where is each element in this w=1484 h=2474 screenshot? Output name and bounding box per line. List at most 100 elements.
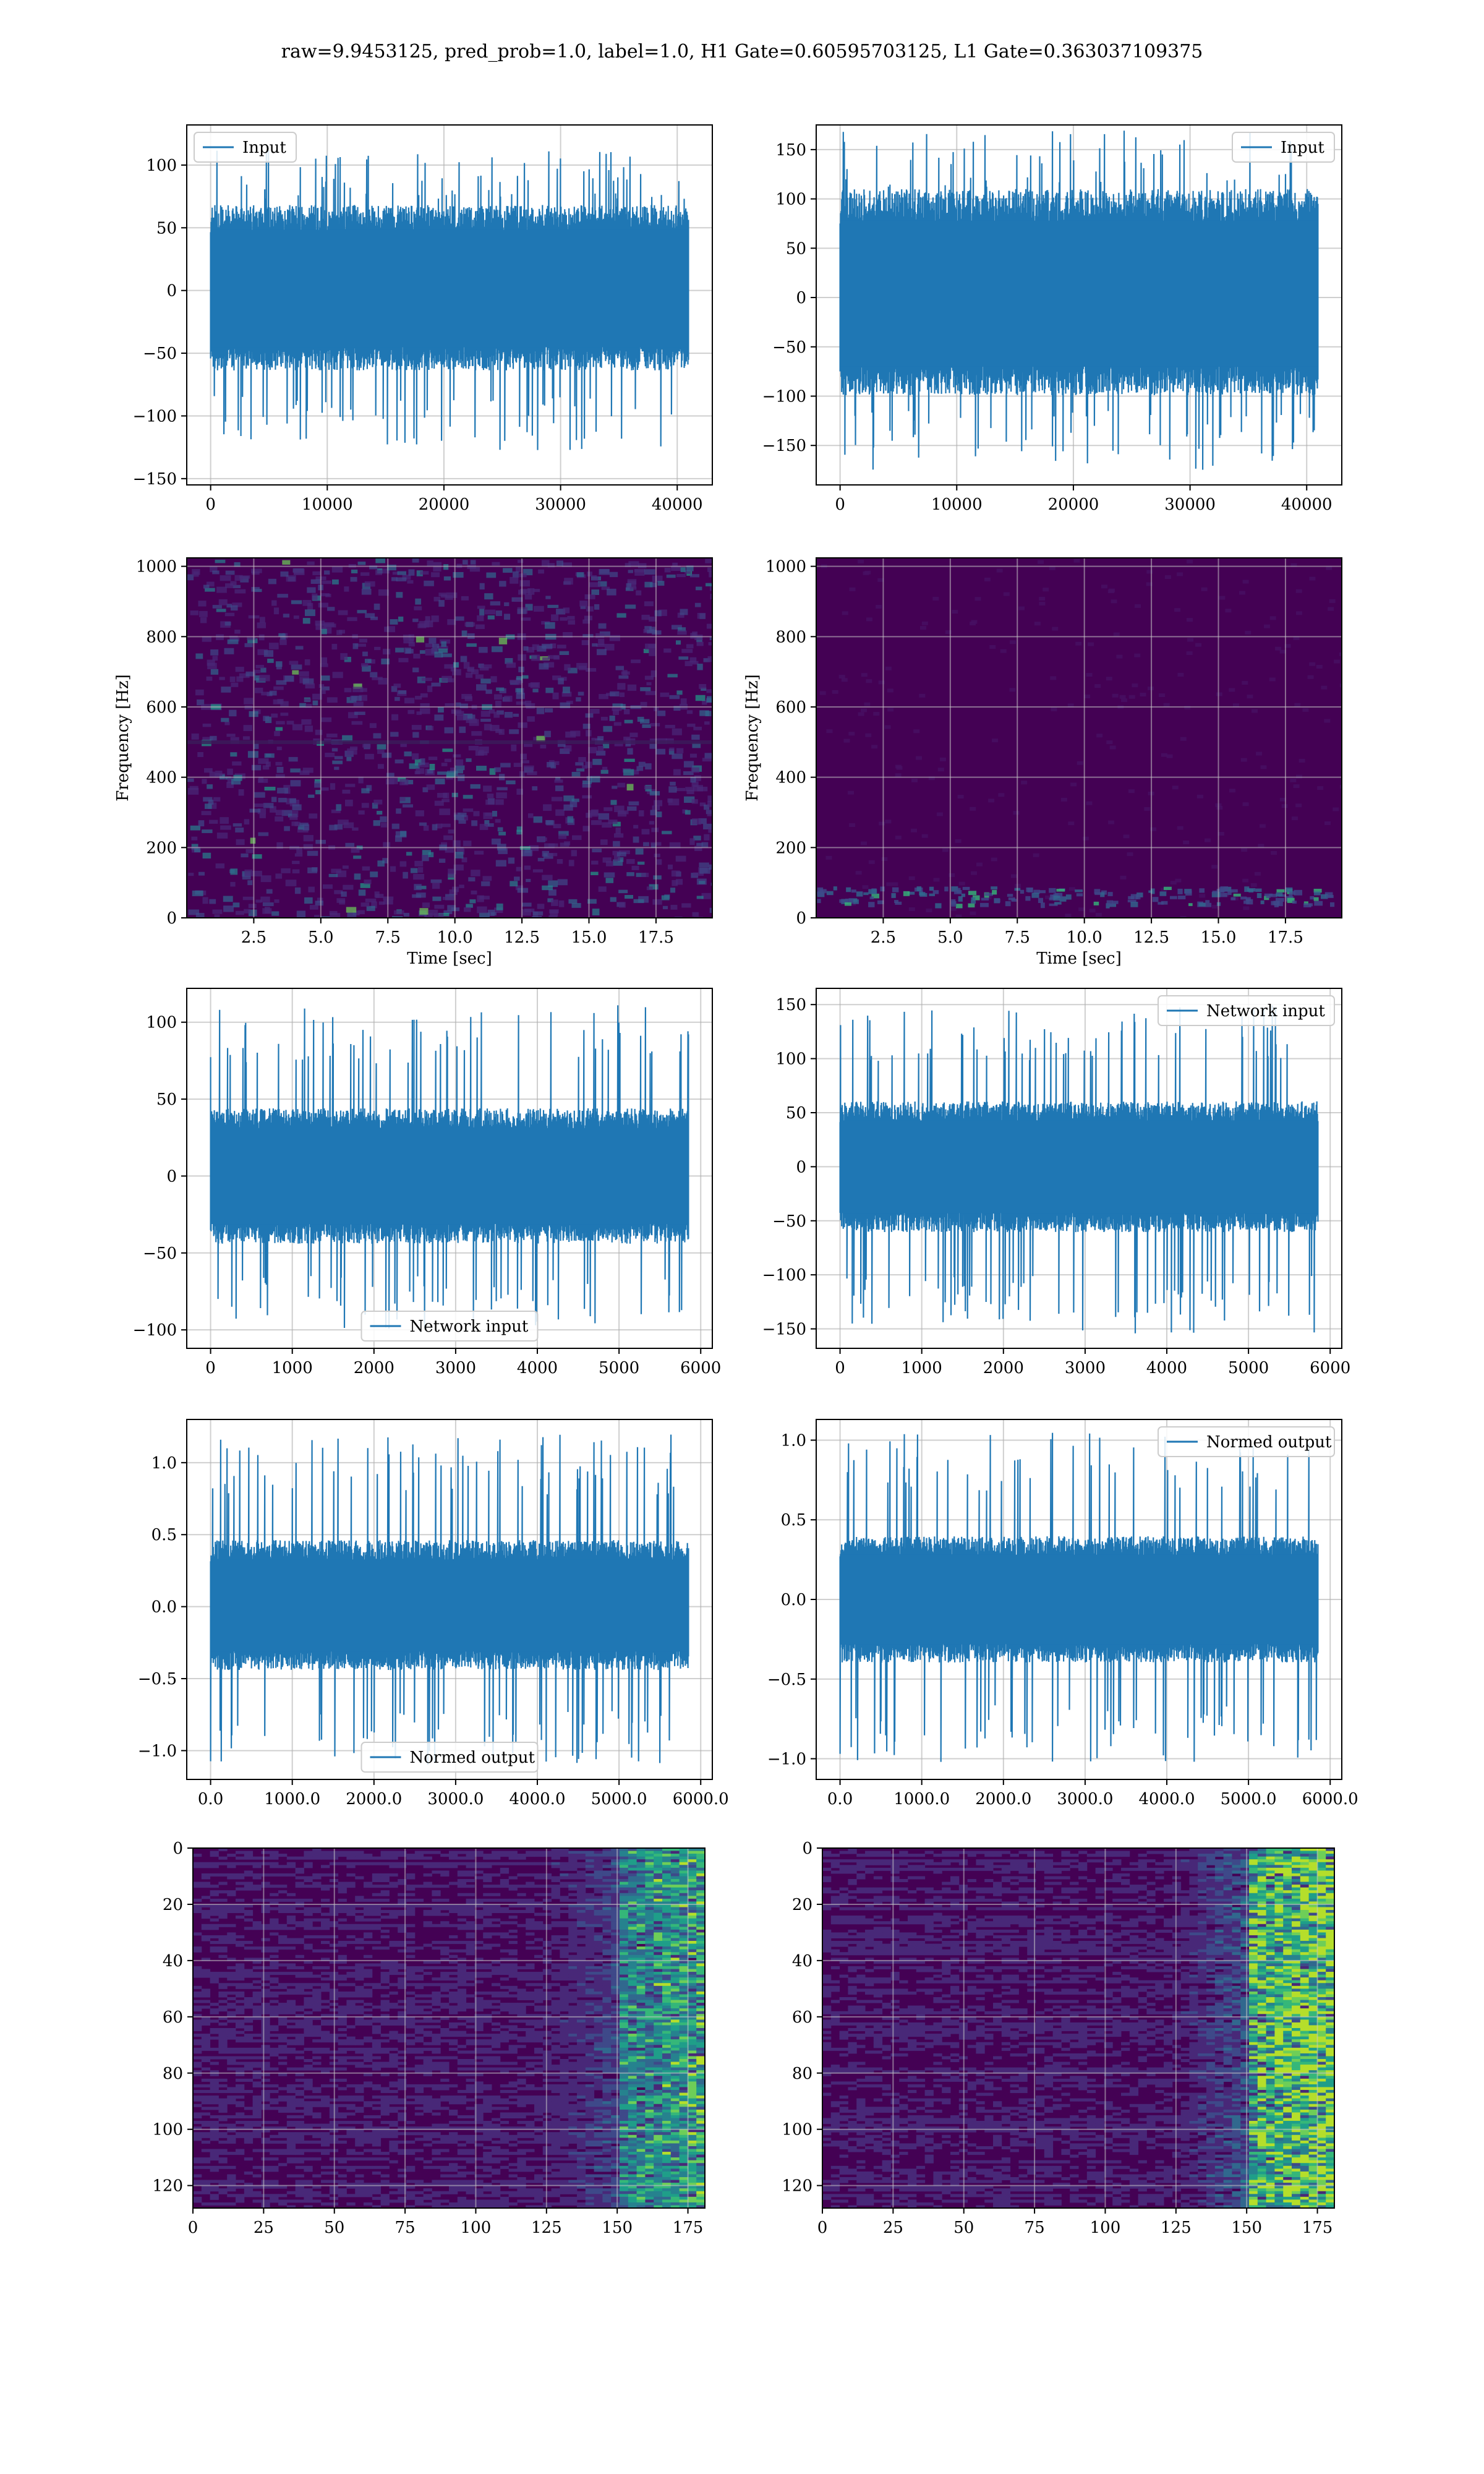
- y-tick-label: −50: [143, 1244, 177, 1263]
- y-tick-label: 0: [166, 909, 177, 928]
- x-tick-label: 2000.0: [346, 1790, 402, 1808]
- x-tick-label: 125: [531, 2219, 562, 2237]
- axes-frame: [816, 988, 1342, 1349]
- grid: [822, 1848, 1334, 2208]
- axes-frame: [186, 988, 713, 1349]
- y-tick-label: 0: [173, 1839, 183, 1858]
- x-tick-label: 40000: [652, 495, 703, 514]
- legend: Input: [194, 132, 297, 163]
- y-tick-label: 100: [775, 1050, 806, 1069]
- x-tick-label: 6000.0: [673, 1790, 729, 1808]
- y-tick-label: 50: [156, 219, 177, 238]
- subplot-6: 0 1000 2000 3000 4000 5000 6000 −150 −100 −50 0 50 1…: [762, 988, 1350, 1377]
- x-tick-label: 7.5: [1005, 928, 1030, 947]
- x-tick-label: 0: [188, 2219, 198, 2237]
- y-tick-label: 400: [775, 769, 806, 787]
- legend-box: [360, 1311, 539, 1342]
- y-tick-label: −150: [762, 437, 806, 455]
- y-tick-label: 100: [775, 190, 806, 209]
- x-tick-label: 6000: [1310, 1359, 1350, 1377]
- legend-box: [1158, 1426, 1335, 1457]
- axes-frame: [186, 557, 713, 918]
- x-tick-label: 6000: [680, 1359, 721, 1377]
- axes-frame: [192, 1847, 706, 2209]
- legend-label: Normed output: [1206, 1433, 1332, 1452]
- x-tick-label: 12.5: [1133, 928, 1169, 947]
- y-tick-label: −100: [762, 1266, 806, 1285]
- x-tick-label: 5000: [599, 1359, 639, 1377]
- axes-frame: [186, 1419, 713, 1780]
- x-tick-label: 4000.0: [510, 1790, 566, 1808]
- y-tick-label: −100: [762, 387, 806, 406]
- y-tick-label: 1000: [765, 558, 806, 576]
- legend-label: Input: [1281, 139, 1324, 157]
- x-tick-label: 2.5: [871, 928, 896, 947]
- y-axis-label: Frequency [Hz]: [743, 674, 762, 802]
- y-tick-label: −50: [143, 345, 177, 363]
- legend: Network input: [360, 1311, 539, 1342]
- series-core: [840, 220, 1318, 367]
- x-tick-label: 3000.0: [427, 1790, 484, 1808]
- x-tick-label: 40000: [1281, 495, 1333, 514]
- axes-frame: [822, 1847, 1335, 2209]
- y-tick-label: 600: [775, 698, 806, 717]
- x-tick-label: 15.0: [1201, 928, 1237, 947]
- y-tick-label: 100: [782, 2121, 812, 2139]
- x-tick-label: 0: [205, 495, 216, 514]
- y-tick-label: 0: [796, 289, 806, 307]
- x-tick-label: 25: [883, 2219, 903, 2237]
- subplot-8: 0.0 1000.0 2000.0 3000.0 4000.0 5000.0 6000.0 −…: [767, 1419, 1358, 1808]
- y-tick-label: 200: [775, 839, 806, 857]
- y-tick-label: 400: [146, 769, 177, 787]
- y-tick-label: 0.5: [151, 1526, 177, 1544]
- x-tick-label: 4000.0: [1139, 1790, 1195, 1808]
- y-tick-label: 0: [166, 282, 177, 301]
- x-tick-label: 20000: [419, 495, 470, 514]
- y-tick-label: 80: [792, 2065, 812, 2083]
- grid: [816, 558, 1342, 918]
- y-tick-label: 0: [802, 1839, 812, 1858]
- series-core: [840, 1120, 1318, 1213]
- x-tick-label: 2000.0: [975, 1790, 1031, 1808]
- x-tick-label: 50: [953, 2219, 974, 2237]
- y-tick-label: 80: [163, 2065, 183, 2083]
- y-tick-label: 0: [166, 1167, 177, 1186]
- y-tick-label: −50: [772, 1212, 806, 1231]
- x-tick-label: 175: [1302, 2219, 1333, 2237]
- y-tick-label: 20: [163, 1896, 183, 1914]
- series-core: [210, 1128, 689, 1225]
- x-tick-label: 3000.0: [1057, 1790, 1113, 1808]
- series-core: [210, 1559, 689, 1652]
- y-tick-label: −150: [133, 470, 177, 489]
- x-tick-label: 10000: [302, 495, 353, 514]
- figure-title: raw=9.9453125, pred_prob=1.0, label=1.0,…: [281, 41, 1203, 62]
- heatmap-cells: [822, 1848, 1334, 2208]
- x-tick-label: 125: [1161, 2219, 1192, 2237]
- axes-frame: [186, 124, 713, 486]
- y-tick-label: 1.0: [151, 1454, 177, 1473]
- x-tick-label: 15.0: [571, 928, 607, 947]
- y-tick-label: 50: [786, 1104, 806, 1123]
- x-axis-label: Time [sec]: [407, 949, 492, 968]
- y-tick-label: 50: [156, 1090, 177, 1109]
- subplot-1: 0 10000 20000 30000 40000 −150 −100 −50 0 50 100 In…: [133, 124, 713, 514]
- x-tick-label: 4000: [517, 1359, 558, 1377]
- x-tick-label: 0.0: [198, 1790, 223, 1808]
- y-tick-label: 60: [163, 2008, 183, 2027]
- y-tick-label: 100: [146, 156, 177, 175]
- x-tick-label: 4000: [1146, 1359, 1187, 1377]
- legend-label: Network input: [1206, 1002, 1325, 1021]
- x-tick-label: 10.0: [437, 928, 473, 947]
- y-tick-label: 800: [775, 628, 806, 646]
- x-tick-label: 2000: [983, 1359, 1024, 1377]
- x-tick-label: 3000: [435, 1359, 476, 1377]
- x-tick-label: 12.5: [504, 928, 540, 947]
- y-tick-label: 50: [786, 239, 806, 258]
- x-tick-label: 5.0: [308, 928, 333, 947]
- y-tick-label: 800: [146, 628, 177, 646]
- x-tick-label: 0: [817, 2219, 828, 2237]
- x-tick-label: 50: [324, 2219, 344, 2237]
- axes-frame: [816, 557, 1342, 918]
- legend-box: [194, 132, 297, 163]
- x-tick-label: 1000: [272, 1359, 313, 1377]
